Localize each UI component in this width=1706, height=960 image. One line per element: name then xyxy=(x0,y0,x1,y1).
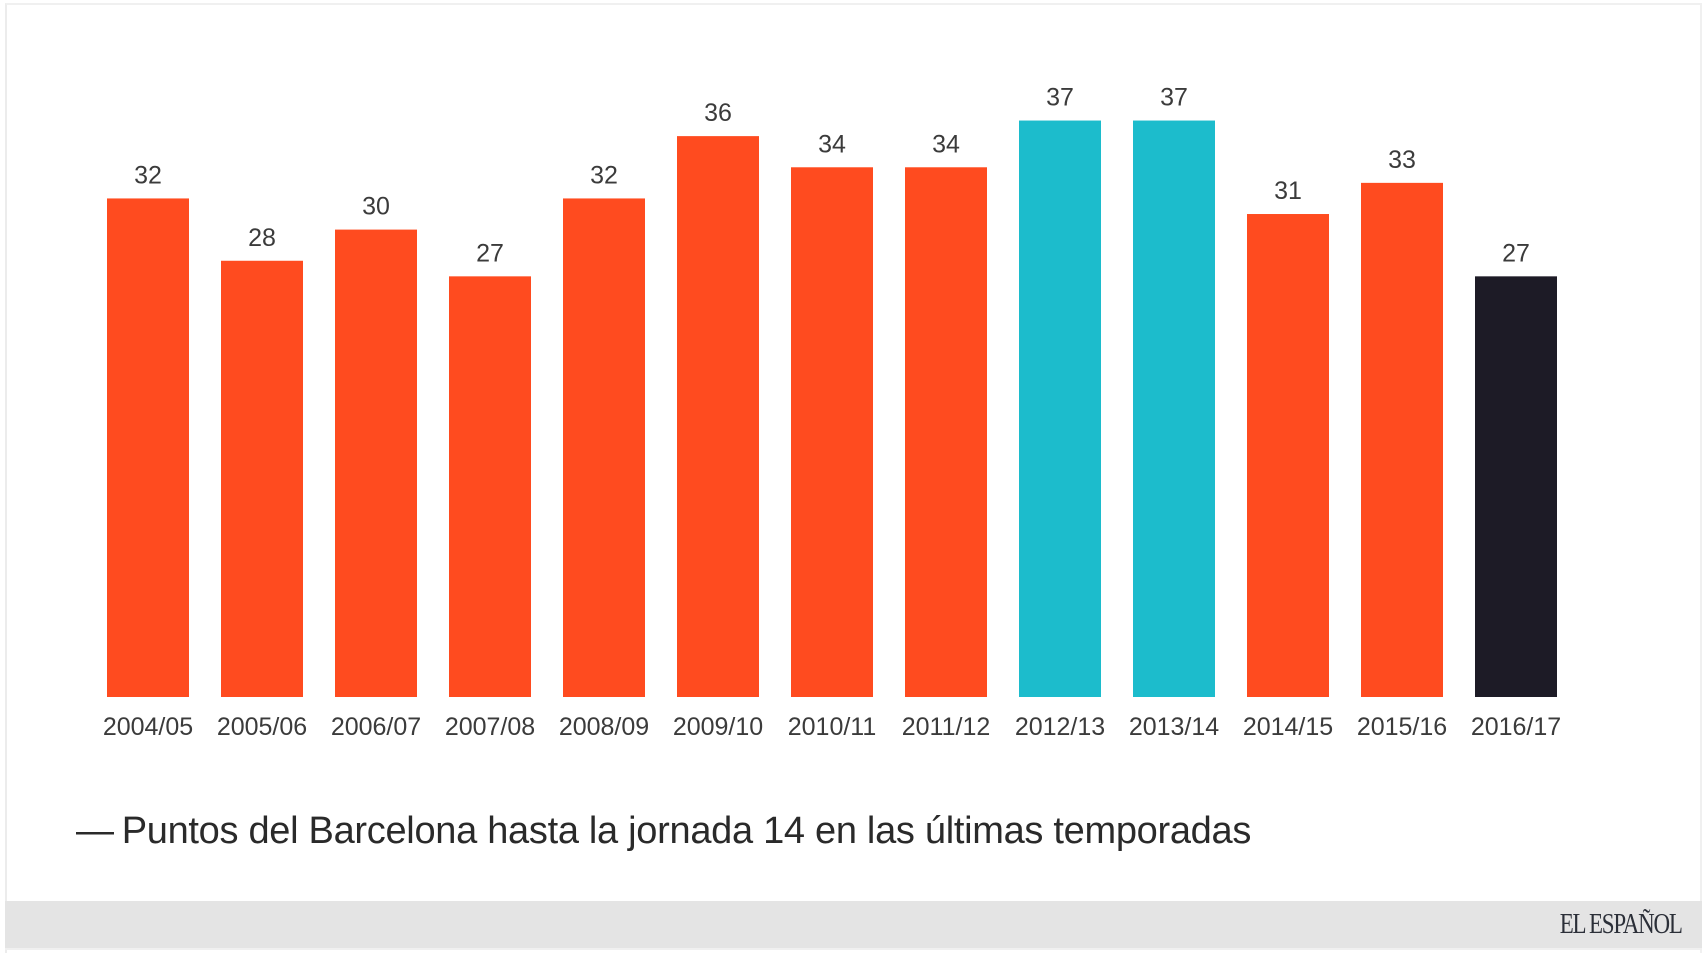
data-label: 34 xyxy=(932,130,960,158)
x-tick-label: 2014/15 xyxy=(1243,713,1333,741)
bar-2014-15 xyxy=(1247,214,1329,697)
category-labels-group: 2004/05 2005/06 2006/07 2007/08 2008/09 2009/… xyxy=(103,713,1561,741)
brand-logo: EL ESPAÑOL xyxy=(1560,909,1683,940)
data-label: 32 xyxy=(134,161,162,189)
x-tick-label: 2004/05 xyxy=(103,713,193,741)
x-tick-label: 2007/08 xyxy=(445,713,535,741)
data-label: 34 xyxy=(818,130,846,158)
bar-2006-07 xyxy=(335,229,417,697)
bar-2013-14 xyxy=(1133,120,1215,698)
bar-2005-06 xyxy=(221,260,303,697)
title-text: Puntos del Barcelona hasta la jornada 14… xyxy=(121,810,1252,852)
bar-2007-08 xyxy=(449,276,531,697)
x-tick-label: 2011/12 xyxy=(902,713,991,741)
data-label: 32 xyxy=(590,161,618,189)
bar-2008-09 xyxy=(563,198,645,697)
title-dash: — xyxy=(76,810,114,852)
x-tick-label: 2005/06 xyxy=(217,713,307,741)
x-tick-label: 2006/07 xyxy=(331,713,421,741)
data-label: 27 xyxy=(476,239,504,267)
chart-title: — Puntos del Barcelona hasta la jornada 1… xyxy=(76,810,1251,853)
footer-bar: EL ESPAÑOL xyxy=(5,901,1702,950)
bar-2016-17 xyxy=(1475,276,1557,697)
x-tick-label: 2013/14 xyxy=(1129,713,1219,741)
data-label: 36 xyxy=(704,99,732,127)
x-tick-label: 2009/10 xyxy=(673,713,763,741)
data-label: 31 xyxy=(1274,177,1302,205)
data-label: 37 xyxy=(1160,84,1188,112)
data-labels-group: 32 28 30 27 32 36 34 34 37 37 31 33 27 xyxy=(134,84,1530,268)
bar-2012-13 xyxy=(1019,120,1101,698)
x-tick-label: 2015/16 xyxy=(1357,713,1447,741)
data-label: 27 xyxy=(1502,239,1530,267)
bar-2004-05 xyxy=(107,198,189,697)
x-tick-label: 2016/17 xyxy=(1471,713,1561,741)
data-label: 33 xyxy=(1388,146,1416,174)
bar-2010-11 xyxy=(791,167,873,697)
x-tick-label: 2010/11 xyxy=(788,713,877,741)
bar-2015-16 xyxy=(1361,182,1443,698)
data-label: 28 xyxy=(248,224,276,252)
data-label: 30 xyxy=(362,193,390,221)
data-label: 37 xyxy=(1046,84,1074,112)
x-tick-label: 2008/09 xyxy=(559,713,649,741)
bar-2011-12 xyxy=(905,167,987,697)
x-tick-label: 2012/13 xyxy=(1015,713,1105,741)
bar-2009-10 xyxy=(677,136,759,697)
bars-group xyxy=(107,120,1557,698)
